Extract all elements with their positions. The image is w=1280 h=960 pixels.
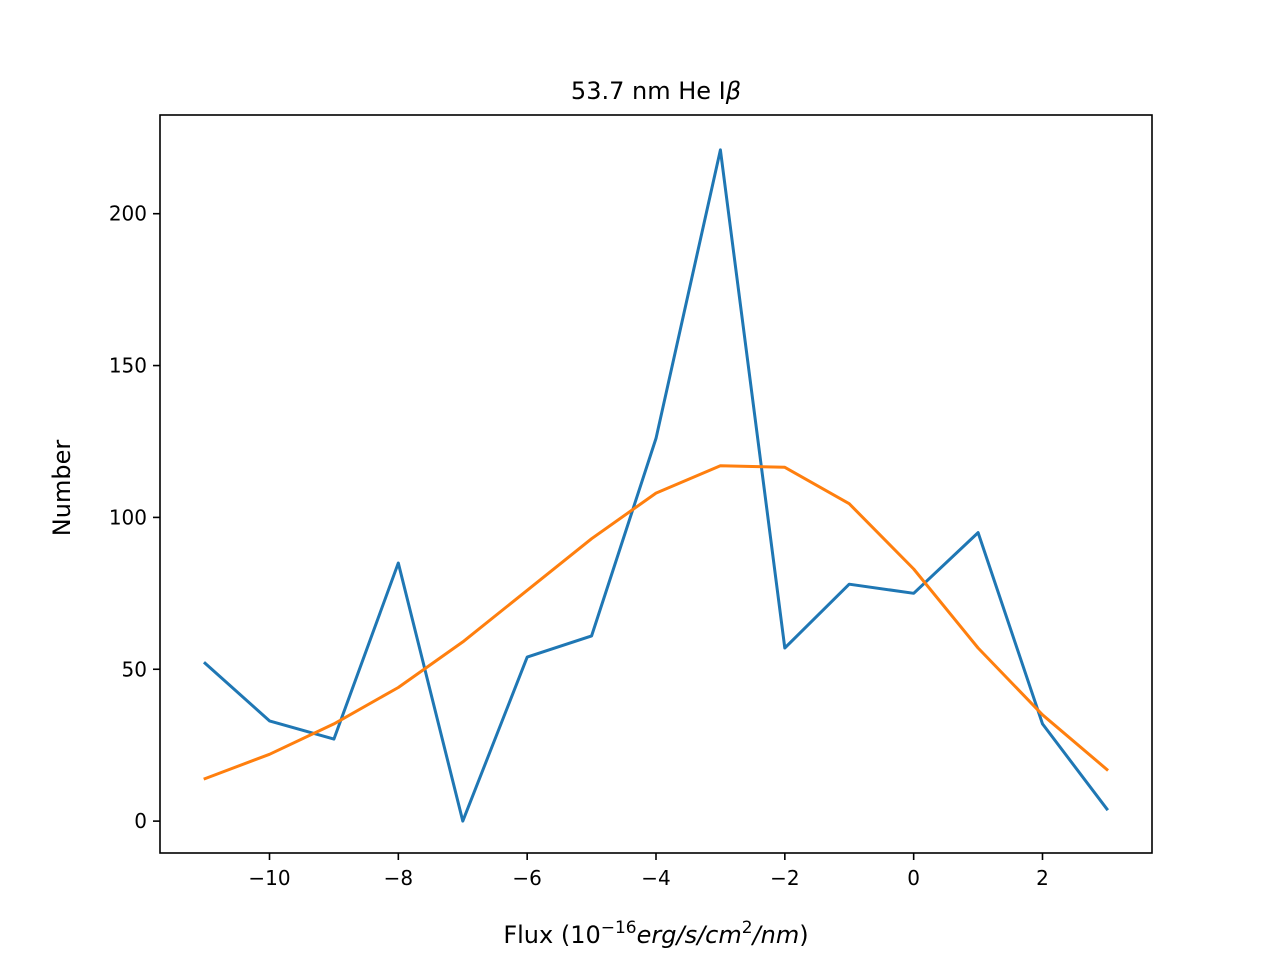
y-tick-label: 150 bbox=[109, 354, 147, 378]
y-axis-ticks: 0 50 100 150 200 bbox=[109, 202, 160, 833]
y-tick-label: 200 bbox=[109, 202, 147, 226]
y-tick-label: 0 bbox=[134, 809, 147, 833]
y-tick-label: 100 bbox=[109, 505, 147, 529]
chart-title: 53.7 nm He Iβ bbox=[571, 77, 741, 105]
y-axis-label: Number bbox=[48, 440, 76, 537]
series-line-2 bbox=[203, 464, 1110, 781]
x-tick-label: 0 bbox=[907, 866, 920, 890]
x-tick-label: −2 bbox=[770, 866, 799, 890]
x-tick-label: −8 bbox=[384, 866, 413, 890]
series-line-1 bbox=[202, 148, 1110, 823]
series-layer bbox=[202, 148, 1110, 823]
x-tick-label: −10 bbox=[248, 866, 290, 890]
x-tick-label: −6 bbox=[512, 866, 541, 890]
y-tick-label: 50 bbox=[122, 657, 147, 681]
x-axis-ticks: −10 −8 −6 −4 −2 0 2 bbox=[248, 853, 1049, 890]
x-tick-label: −4 bbox=[641, 866, 670, 890]
x-axis-label: Flux (10−16erg/s/cm2/nm) bbox=[503, 918, 808, 949]
x-tick-label: 2 bbox=[1036, 866, 1049, 890]
